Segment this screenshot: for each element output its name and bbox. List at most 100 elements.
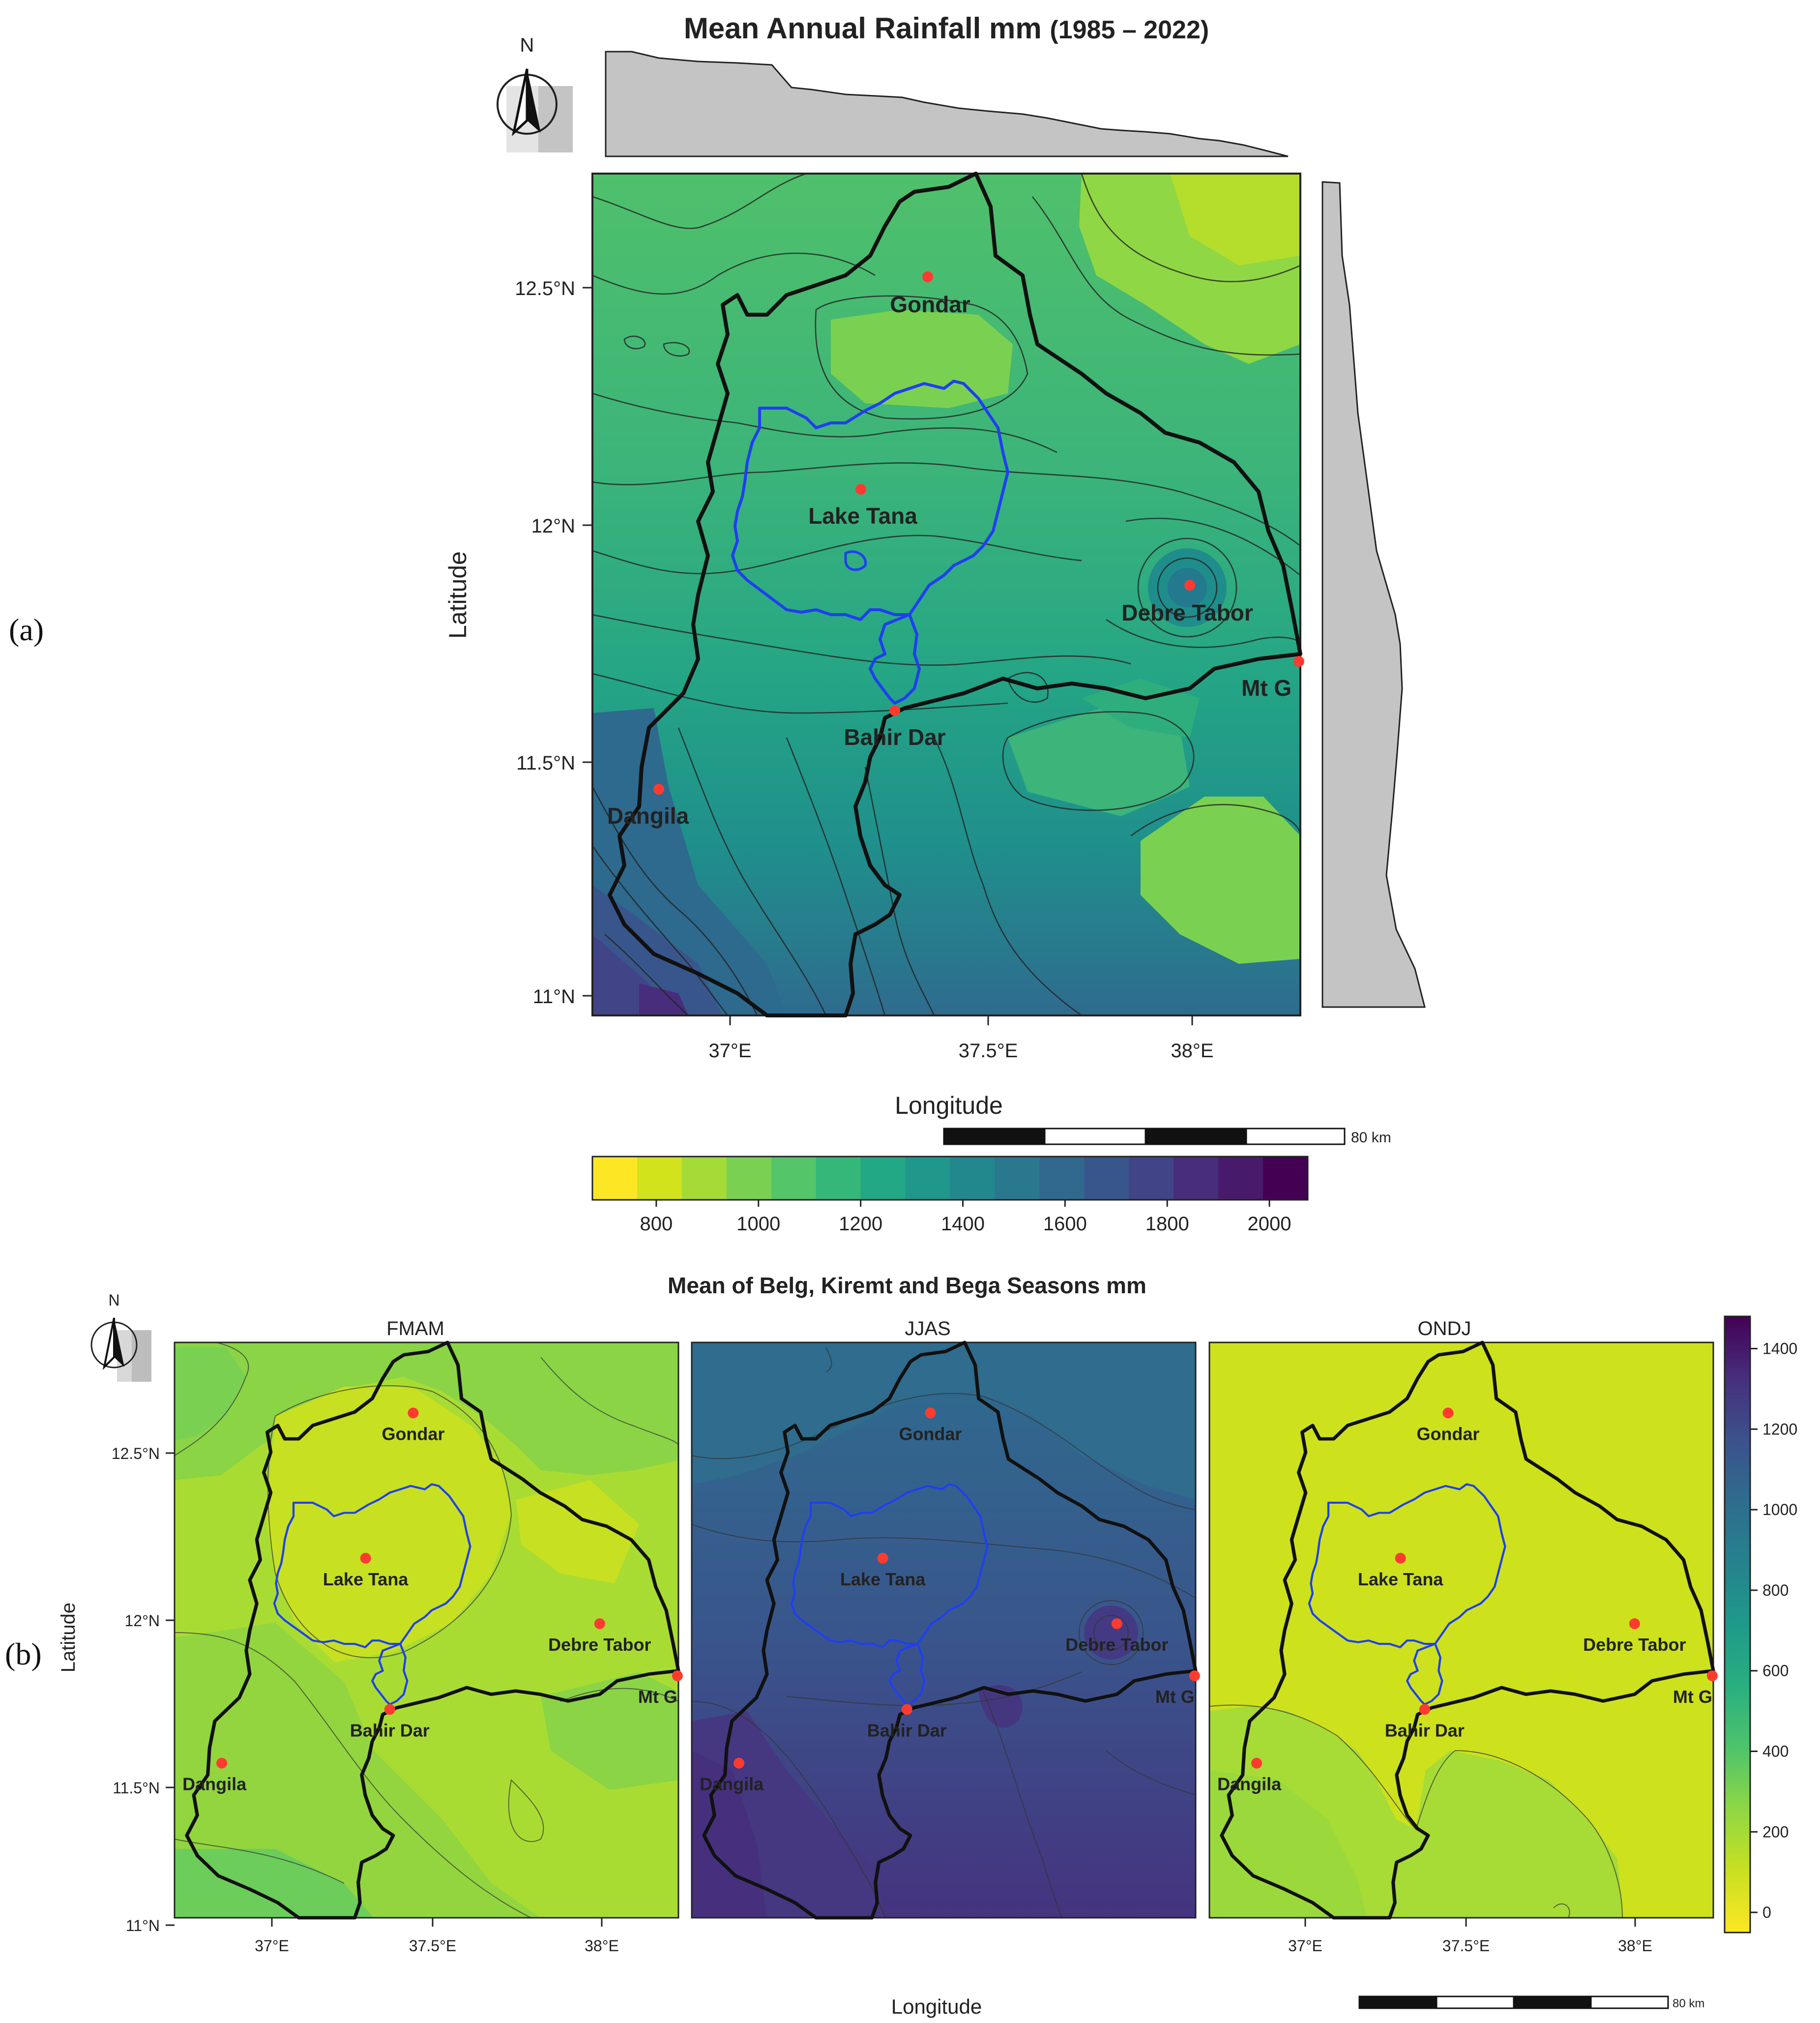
town-label: Lake Tana bbox=[1358, 1569, 1443, 1589]
town-label: Gondar bbox=[890, 292, 970, 317]
x-tick-label: 37°E bbox=[1288, 1937, 1322, 1955]
scale-bar-a bbox=[943, 1128, 1346, 1145]
colorbar-cell bbox=[1174, 1157, 1219, 1200]
north-label: N bbox=[108, 1291, 119, 1309]
town-marker bbox=[925, 1407, 936, 1419]
colorbar-tick-label: 1600 bbox=[1043, 1213, 1087, 1235]
top-profile bbox=[605, 51, 1289, 157]
panel-label-b: (b) bbox=[5, 1636, 42, 1671]
town-label: Debre Tabor bbox=[1121, 600, 1253, 625]
town-label: Lake Tana bbox=[808, 503, 917, 529]
town-label: Bahir Dar bbox=[1385, 1720, 1465, 1740]
x-tick-label: 38°E bbox=[1171, 1040, 1213, 1062]
y-tick-label: 12.5°N bbox=[112, 1445, 160, 1462]
colorbar-cell bbox=[681, 1157, 727, 1200]
lake-tana-outline bbox=[790, 1483, 989, 1706]
town-label: Mt G bbox=[1155, 1687, 1195, 1707]
colorbar-cell bbox=[1129, 1157, 1174, 1200]
town-label: Gondar bbox=[382, 1424, 444, 1444]
y-axis-label-b: Latitude bbox=[58, 1603, 79, 1672]
panel-header-jjas: JJAS bbox=[905, 1318, 950, 1339]
colorbar-cell bbox=[1263, 1157, 1308, 1200]
colorbar-frame bbox=[591, 1156, 1309, 1201]
town-label: Dangila bbox=[700, 1774, 764, 1794]
colorbar-a bbox=[591, 1156, 1309, 1201]
town-marker bbox=[1251, 1757, 1262, 1769]
y-tick-label: 11°N bbox=[126, 1917, 160, 1934]
town-label: Debre Tabor bbox=[1065, 1635, 1168, 1655]
town-label: Dangila bbox=[182, 1774, 247, 1794]
town-marker bbox=[384, 1704, 395, 1715]
town-marker bbox=[1189, 1670, 1200, 1681]
basin-boundary bbox=[702, 1340, 1198, 1920]
colorbar-tick-label: 1000 bbox=[736, 1213, 780, 1235]
colorbar-tick-label: 1200 bbox=[1762, 1420, 1797, 1438]
town-marker bbox=[1395, 1552, 1406, 1564]
y-tick-label: 11.5°N bbox=[113, 1779, 160, 1797]
town-marker bbox=[408, 1407, 419, 1419]
north-arrow-icon: N bbox=[90, 1291, 151, 1382]
colorbar-tick-label: 200 bbox=[1762, 1823, 1789, 1841]
right-profile bbox=[1321, 181, 1426, 1008]
map-a-ticks bbox=[583, 287, 1193, 1025]
ondj-map bbox=[1208, 1341, 1714, 1919]
scale-label-b: 80 km bbox=[1673, 1997, 1704, 2010]
town-label: Bahir Dar bbox=[844, 724, 945, 750]
colorbar-tick-label: 400 bbox=[1762, 1742, 1789, 1760]
y-tick-label: 11.5°N bbox=[516, 752, 575, 774]
y-axis-label: Latitude bbox=[444, 551, 471, 639]
basin-boundary bbox=[185, 1340, 680, 1920]
x-axis-label-b: Longitude bbox=[891, 1995, 982, 2018]
colorbar-cell bbox=[816, 1157, 861, 1200]
town-label: Gondar bbox=[899, 1424, 962, 1444]
basin-boundary bbox=[1220, 1340, 1715, 1920]
colorbar-tick-label: 1000 bbox=[1762, 1501, 1797, 1518]
colorbar-cell bbox=[1218, 1157, 1263, 1200]
y-tick-label: 12°N bbox=[125, 1612, 160, 1630]
colorbar-cell bbox=[726, 1157, 772, 1200]
colorbar-tick-label: 1200 bbox=[839, 1213, 882, 1235]
town-markers-a bbox=[653, 271, 1304, 795]
map-b-title: Mean of Belg, Kiremt and Bega Seasons mm bbox=[668, 1273, 1146, 1298]
x-tick-label: 37.5°E bbox=[409, 1937, 456, 1955]
colorbar-tick-label: 800 bbox=[640, 1213, 673, 1235]
town-marker bbox=[877, 1552, 888, 1564]
map-a-title: Mean Annual Rainfall mm (1985 – 2022) bbox=[684, 12, 1209, 45]
colorbar-cell bbox=[1039, 1157, 1085, 1200]
x-tick-label: 37°E bbox=[255, 1937, 289, 1955]
town-marker bbox=[734, 1757, 745, 1769]
basin-boundary-a bbox=[608, 172, 1302, 1017]
town-label: Mt G bbox=[638, 1687, 677, 1707]
colorbar-tick-label: 1400 bbox=[1762, 1340, 1797, 1358]
map-a-raster bbox=[592, 174, 1300, 1015]
panel-header-fmam: FMAM bbox=[386, 1318, 444, 1339]
town-label: Bahir Dar bbox=[350, 1720, 430, 1740]
panel-overlay bbox=[185, 1340, 680, 1920]
jjas-map bbox=[691, 1341, 1197, 1919]
lake-island-a bbox=[844, 550, 867, 571]
colorbar-tick-label: 600 bbox=[1762, 1662, 1789, 1680]
x-tick-label: 38°E bbox=[585, 1937, 619, 1955]
colorbar-cell bbox=[592, 1157, 638, 1200]
colorbar-cell bbox=[637, 1157, 682, 1200]
town-label: Dangila bbox=[1217, 1774, 1282, 1794]
map-a-frame bbox=[591, 173, 1301, 1016]
colorbar-tick-label: 0 bbox=[1762, 1904, 1771, 1921]
map-b-ticks bbox=[166, 1452, 1636, 1927]
colorbar-tick-label: 800 bbox=[1762, 1581, 1789, 1599]
panel-overlay bbox=[702, 1340, 1198, 1920]
colorbar-cell bbox=[860, 1157, 906, 1200]
town-label: Mt G bbox=[1673, 1687, 1712, 1707]
town-label: Mt G bbox=[1241, 675, 1292, 701]
town-marker bbox=[1442, 1407, 1454, 1419]
town-marker bbox=[360, 1552, 371, 1564]
colorbar-tick-label: 1400 bbox=[941, 1213, 985, 1235]
panel-overlay bbox=[1220, 1340, 1715, 1920]
colorbar-cell bbox=[905, 1157, 950, 1200]
north-arrow-icon: N bbox=[497, 34, 573, 152]
town-label: Lake Tana bbox=[323, 1569, 409, 1589]
town-marker bbox=[1706, 1670, 1718, 1681]
colorbar-cell bbox=[995, 1157, 1040, 1200]
y-tick-label: 11°N bbox=[533, 986, 575, 1008]
